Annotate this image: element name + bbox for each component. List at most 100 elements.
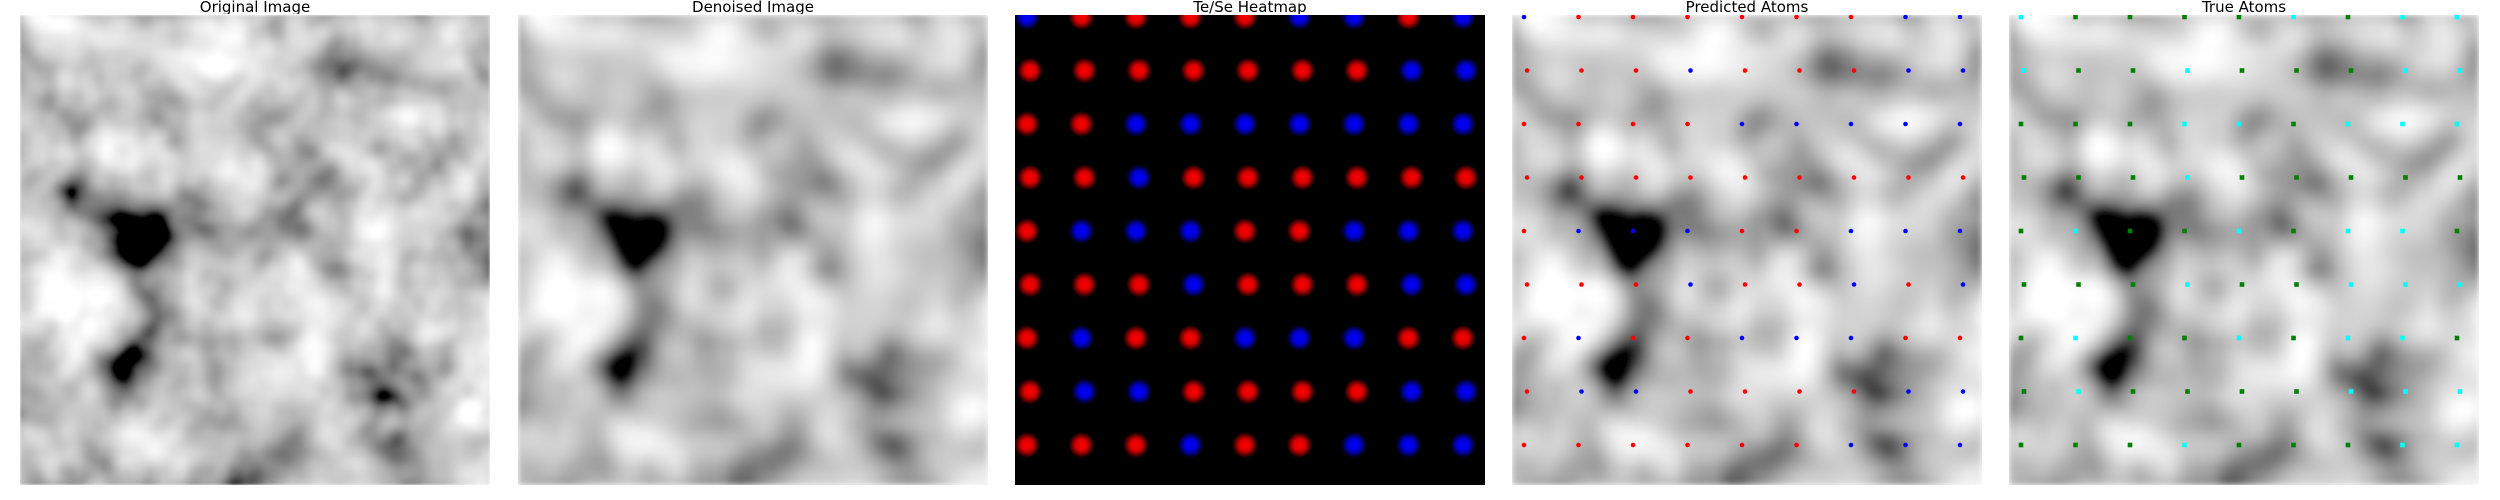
te-peak [1180, 164, 1207, 191]
te-peak [1015, 325, 1040, 351]
te-peak [1398, 164, 1425, 191]
te-peak [1017, 57, 1043, 84]
predicted-te-atom [1630, 442, 1636, 448]
predicted-te-atom [1906, 175, 1911, 180]
denoised-image [518, 15, 988, 485]
true-atom-green [2345, 442, 2351, 448]
true-atom-cyan [2345, 228, 2351, 234]
predicted-se-atom [1903, 442, 1908, 448]
panel-title: Te/Se Heatmap [1193, 0, 1307, 14]
se-peak [1453, 271, 1479, 298]
se-peak [1341, 432, 1367, 458]
se-peak [1450, 432, 1476, 458]
predicted-te-atom [1851, 389, 1857, 394]
predicted-te-atom [1685, 121, 1690, 127]
te-peak [1344, 57, 1370, 84]
true-atom-green [2021, 175, 2027, 180]
true-atom-green [2294, 175, 2299, 180]
predicted-se-atom [1957, 121, 1963, 127]
true-atom-green [2182, 15, 2187, 20]
predicted-te-atom [1960, 175, 1966, 180]
true-atom-green [2185, 389, 2190, 394]
true-atom-green [2239, 282, 2245, 287]
true-atom-cyan [2403, 68, 2408, 73]
se-peak [1232, 325, 1258, 351]
predicted-se-atom [1960, 282, 1966, 287]
predicted-te-atom [1633, 282, 1639, 287]
predicted-te-atom [1521, 442, 1527, 448]
predicted-atoms-plot [1512, 15, 1982, 485]
predicted-te-atom [1685, 15, 1690, 20]
predicted-te-atom [1851, 175, 1857, 180]
predicted-se-atom [1630, 228, 1636, 234]
true-atom-cyan [2454, 442, 2460, 448]
predicted-te-atom [1797, 282, 1802, 287]
true-atom-green [2127, 15, 2133, 20]
te-peak [1289, 164, 1316, 191]
true-atom-green [2021, 282, 2027, 287]
predicted-te-atom [1524, 282, 1530, 287]
se-peak [1395, 432, 1422, 458]
predicted-se-atom [1957, 442, 1963, 448]
true-atom-cyan [2291, 15, 2296, 20]
predicted-te-atom [1794, 15, 1799, 20]
se-peak [1398, 378, 1425, 405]
panel-title: Predicted Atoms [1685, 0, 1809, 14]
te-peak [1123, 432, 1149, 458]
se-peak [1341, 15, 1367, 30]
true-atom-green [2076, 282, 2081, 287]
se-peak [1177, 432, 1204, 458]
se-peak [1232, 111, 1258, 137]
predicted-se-atom [1903, 228, 1908, 234]
te-peak [1126, 271, 1152, 298]
true-atom-green [2018, 228, 2024, 234]
predicted-te-atom [1633, 175, 1639, 180]
true-atom-cyan [2182, 121, 2187, 127]
predicted-te-atom [1688, 389, 1693, 394]
te-peak [1017, 164, 1043, 191]
true-atom-cyan [2457, 282, 2463, 287]
te-peak [1015, 111, 1040, 137]
true-atom-green [2294, 68, 2299, 73]
predicted-te-atom [1957, 335, 1963, 341]
predicted-se-atom [1688, 282, 1693, 287]
predicted-te-atom [1524, 389, 1530, 394]
predicted-te-atom [1579, 68, 1584, 73]
true-atom-green [2127, 228, 2133, 234]
te-peak [1123, 325, 1149, 351]
se-peak [1398, 271, 1425, 298]
predicted-se-atom [1848, 442, 1854, 448]
true-atom-green [2294, 282, 2299, 287]
predicted-te-atom [1630, 335, 1636, 341]
te-peak [1126, 57, 1152, 84]
true-atom-green [2130, 282, 2136, 287]
predicted-se-atom [1851, 282, 1857, 287]
predicted-se-atom [1794, 335, 1799, 341]
se-peak [1453, 378, 1479, 405]
te-peak [1395, 325, 1422, 351]
predicted-te-atom [1903, 335, 1908, 341]
predicted-te-atom [1521, 121, 1527, 127]
true-atom-cyan [2345, 121, 2351, 127]
original-image [20, 15, 490, 485]
panel-heatmap: Te/Se Heatmap [1015, 0, 1485, 500]
te-peak [1015, 218, 1040, 244]
te-peak [1232, 15, 1258, 30]
se-peak [1453, 57, 1479, 84]
te-peak [1235, 164, 1261, 191]
true-atom-cyan [2073, 228, 2078, 234]
true-atom-green [2182, 228, 2187, 234]
predicted-se-atom [1960, 68, 1966, 73]
predicted-se-atom [1906, 68, 1911, 73]
te-peak [1177, 15, 1204, 30]
predicted-te-atom [1742, 389, 1748, 394]
te-peak [1453, 164, 1479, 191]
te-peak [1071, 164, 1098, 191]
predicted-te-atom [1524, 68, 1530, 73]
true-atom-cyan [2400, 335, 2405, 341]
predicted-te-atom [1739, 442, 1745, 448]
true-atom-green [2018, 442, 2024, 448]
true-atom-green [2291, 121, 2296, 127]
true-atom-cyan [2236, 121, 2242, 127]
true-atom-cyan [2457, 389, 2463, 394]
